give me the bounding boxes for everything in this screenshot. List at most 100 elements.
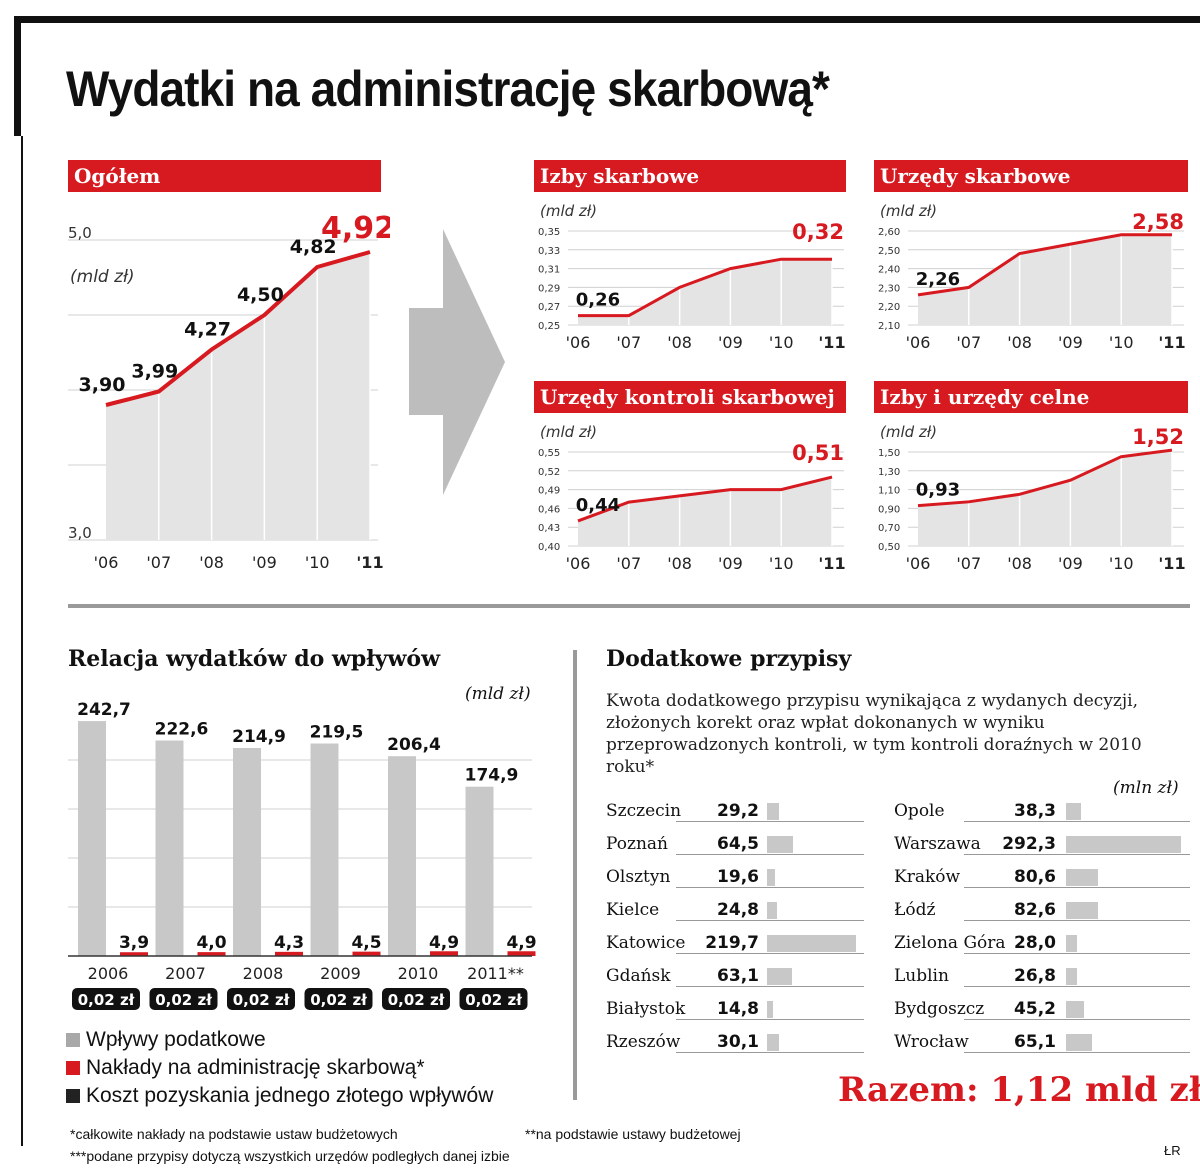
- przypisy-city: Łódź: [894, 900, 936, 920]
- przypisy-city: Rzeszów: [606, 1032, 681, 1052]
- relacja-koszt-badge: [382, 988, 450, 1010]
- przypisy-value: 28,0: [1014, 933, 1056, 953]
- svg-kontrola-unit: (mld zł): [540, 423, 597, 441]
- svg-celne-ytick: 1,10: [878, 486, 900, 497]
- svg-izby-ytick: 0,27: [538, 302, 560, 313]
- svg-celne-xtick: '10: [1109, 554, 1134, 573]
- ogolem-data-label: 3,99: [131, 361, 178, 383]
- svg-urzedy-start-label: 2,26: [916, 269, 960, 290]
- przypisy-city: Opole: [894, 801, 945, 821]
- relacja-label-wplywy: 206,4: [387, 735, 441, 755]
- legend-item-wplywy: Wpływy podatkowe: [66, 1028, 266, 1052]
- przypisy-rule: [964, 920, 1190, 921]
- ogolem-xtick: '06: [94, 553, 119, 572]
- svg-izby-xtick: '06: [566, 333, 591, 352]
- przypisy-city: Poznań: [606, 834, 668, 854]
- svg-celne-ytick: 0,90: [878, 504, 900, 515]
- przypisy-city: Kielce: [606, 900, 660, 920]
- svg-kontrola-start-label: 0,44: [576, 495, 620, 516]
- column-divider: [573, 650, 577, 1100]
- przypisy-value: 292,3: [1002, 834, 1056, 854]
- svg-urzedy-xtick: '11: [1158, 333, 1185, 352]
- kontrola-chart: 0,55 0,52 0,49 0,46 0,43 0,40 (mld zł) 0,44 0,51…: [538, 423, 846, 573]
- svg-izby-line: [578, 257, 832, 318]
- przypisy-bar: [1066, 1034, 1092, 1051]
- section-divider: [68, 604, 1190, 608]
- svg-kontrola-end-label: 0,51: [792, 441, 844, 465]
- svg-celne-line: [917, 448, 1173, 508]
- ogolem-header: Ogółem: [68, 160, 381, 192]
- relacja-koszt-badge: [149, 988, 218, 1010]
- relacja-bar-wplywy: [388, 756, 416, 956]
- svg-izby-xtick: '10: [769, 333, 794, 352]
- relacja-label-naklady: 3,9: [119, 933, 149, 953]
- svg-celne-xtick: '11: [1158, 554, 1185, 573]
- przypisy-value: 80,6: [1014, 867, 1056, 887]
- legend-item-naklady: Nakłady na administrację skarbową*: [66, 1056, 425, 1080]
- przypisy-city: Białystok: [606, 999, 686, 1019]
- footnote-1: *całkowite nakłady na podstawie ustaw bu…: [70, 1126, 398, 1142]
- ogolem-xtick: '07: [146, 553, 171, 572]
- relacja-koszt-label: 0,02 zł: [78, 991, 135, 1009]
- przypisy-rule: [676, 821, 864, 822]
- relacja-koszt-label: 0,02 zł: [310, 991, 367, 1009]
- svg-izby-ytick: 0,31: [538, 265, 560, 276]
- celne-chart: 1,50 1,30 1,10 0,90 0,70 0,50 (mld zł) 0,93 1,52…: [878, 423, 1186, 573]
- relacja-koszt-badge: [459, 988, 528, 1010]
- przypisy-rule: [964, 986, 1190, 987]
- przypisy-city: Katowice: [606, 933, 686, 953]
- przypisy-bar: [1066, 935, 1078, 952]
- ogolem-data-label: 4,27: [184, 319, 231, 341]
- przypisy-city: Gdańsk: [606, 966, 671, 986]
- przypisy-bar: [1066, 968, 1077, 985]
- ogolem-area: [106, 252, 370, 540]
- svg-izby-xtick: '08: [667, 333, 692, 352]
- svg-urzedy-ytick: 2,60: [878, 227, 900, 238]
- przypisy-city: Kraków: [894, 867, 961, 887]
- relacja-unit: (mld zł): [465, 684, 531, 704]
- przypisy-city: Warszawa: [894, 834, 981, 854]
- izby-chart: 0,35 0,33 0,31 0,29 0,27 0,25 (mld zł) 0,26 0,32…: [538, 202, 846, 352]
- svg-izby-xtick: '09: [718, 333, 743, 352]
- relacja-category: 2006: [88, 964, 129, 983]
- przypisy-value: 65,1: [1014, 1032, 1056, 1052]
- relacja-bar-naklady: [352, 951, 381, 956]
- relacja-category: 2008: [243, 964, 284, 983]
- legend-swatch-red: [66, 1061, 80, 1075]
- svg-urzedy-xtick: '08: [1007, 333, 1032, 352]
- relacja-koszt-label: 0,02 zł: [233, 991, 290, 1009]
- frame-top-rule: [14, 16, 1200, 23]
- svg-celne-ytick: 1,50: [878, 448, 900, 459]
- przypisy-city: Wrocław: [894, 1032, 969, 1052]
- svg-izby-ytick: 0,29: [538, 283, 560, 294]
- przypisy-bar: [1066, 902, 1099, 919]
- przypisy-bar: [767, 836, 794, 853]
- svg-celne-ytick: 1,30: [878, 467, 900, 478]
- przypisy-value: 64,5: [717, 834, 759, 854]
- relacja-bar-wplywy: [233, 747, 261, 956]
- celne-header: Izby i urzędy celne: [874, 381, 1188, 413]
- svg-kontrola-xtick: '10: [769, 554, 794, 573]
- relacja-label-naklady: 4,5: [351, 933, 381, 953]
- relacja-label-naklady: 4,9: [429, 933, 459, 953]
- ogolem-data-label: 4,92: [321, 211, 390, 246]
- przypisy-bar: [767, 902, 777, 919]
- svg-urzedy-ytick: 2,10: [878, 321, 900, 332]
- relacja-koszt-label: 0,02 zł: [155, 991, 212, 1009]
- page-title: Wydatki na administrację skarbową*: [66, 61, 830, 117]
- relacja-bar-naklady: [120, 952, 148, 956]
- footnote-3: ***podane przypisy dotyczą wszystkich ur…: [70, 1148, 510, 1164]
- svg-kontrola-xtick: '11: [818, 554, 845, 573]
- przypisy-rule: [676, 920, 864, 921]
- svg-kontrola-xtick: '07: [616, 554, 641, 573]
- relacja-bar-wplywy: [155, 740, 184, 956]
- relacja-koszt-badge: [227, 988, 295, 1010]
- kontrola-header: Urzędy kontroli skarbowej: [534, 381, 846, 413]
- przypisy-bar: [767, 935, 856, 952]
- przypisy-bar: [1066, 869, 1098, 886]
- svg-urzedy-unit: (mld zł): [880, 202, 937, 220]
- relacja-bar-wplywy: [78, 721, 106, 956]
- ogolem-unit: (mld zł): [70, 267, 135, 287]
- relacja-bar-naklady: [275, 951, 303, 956]
- przypisy-rule: [676, 953, 864, 954]
